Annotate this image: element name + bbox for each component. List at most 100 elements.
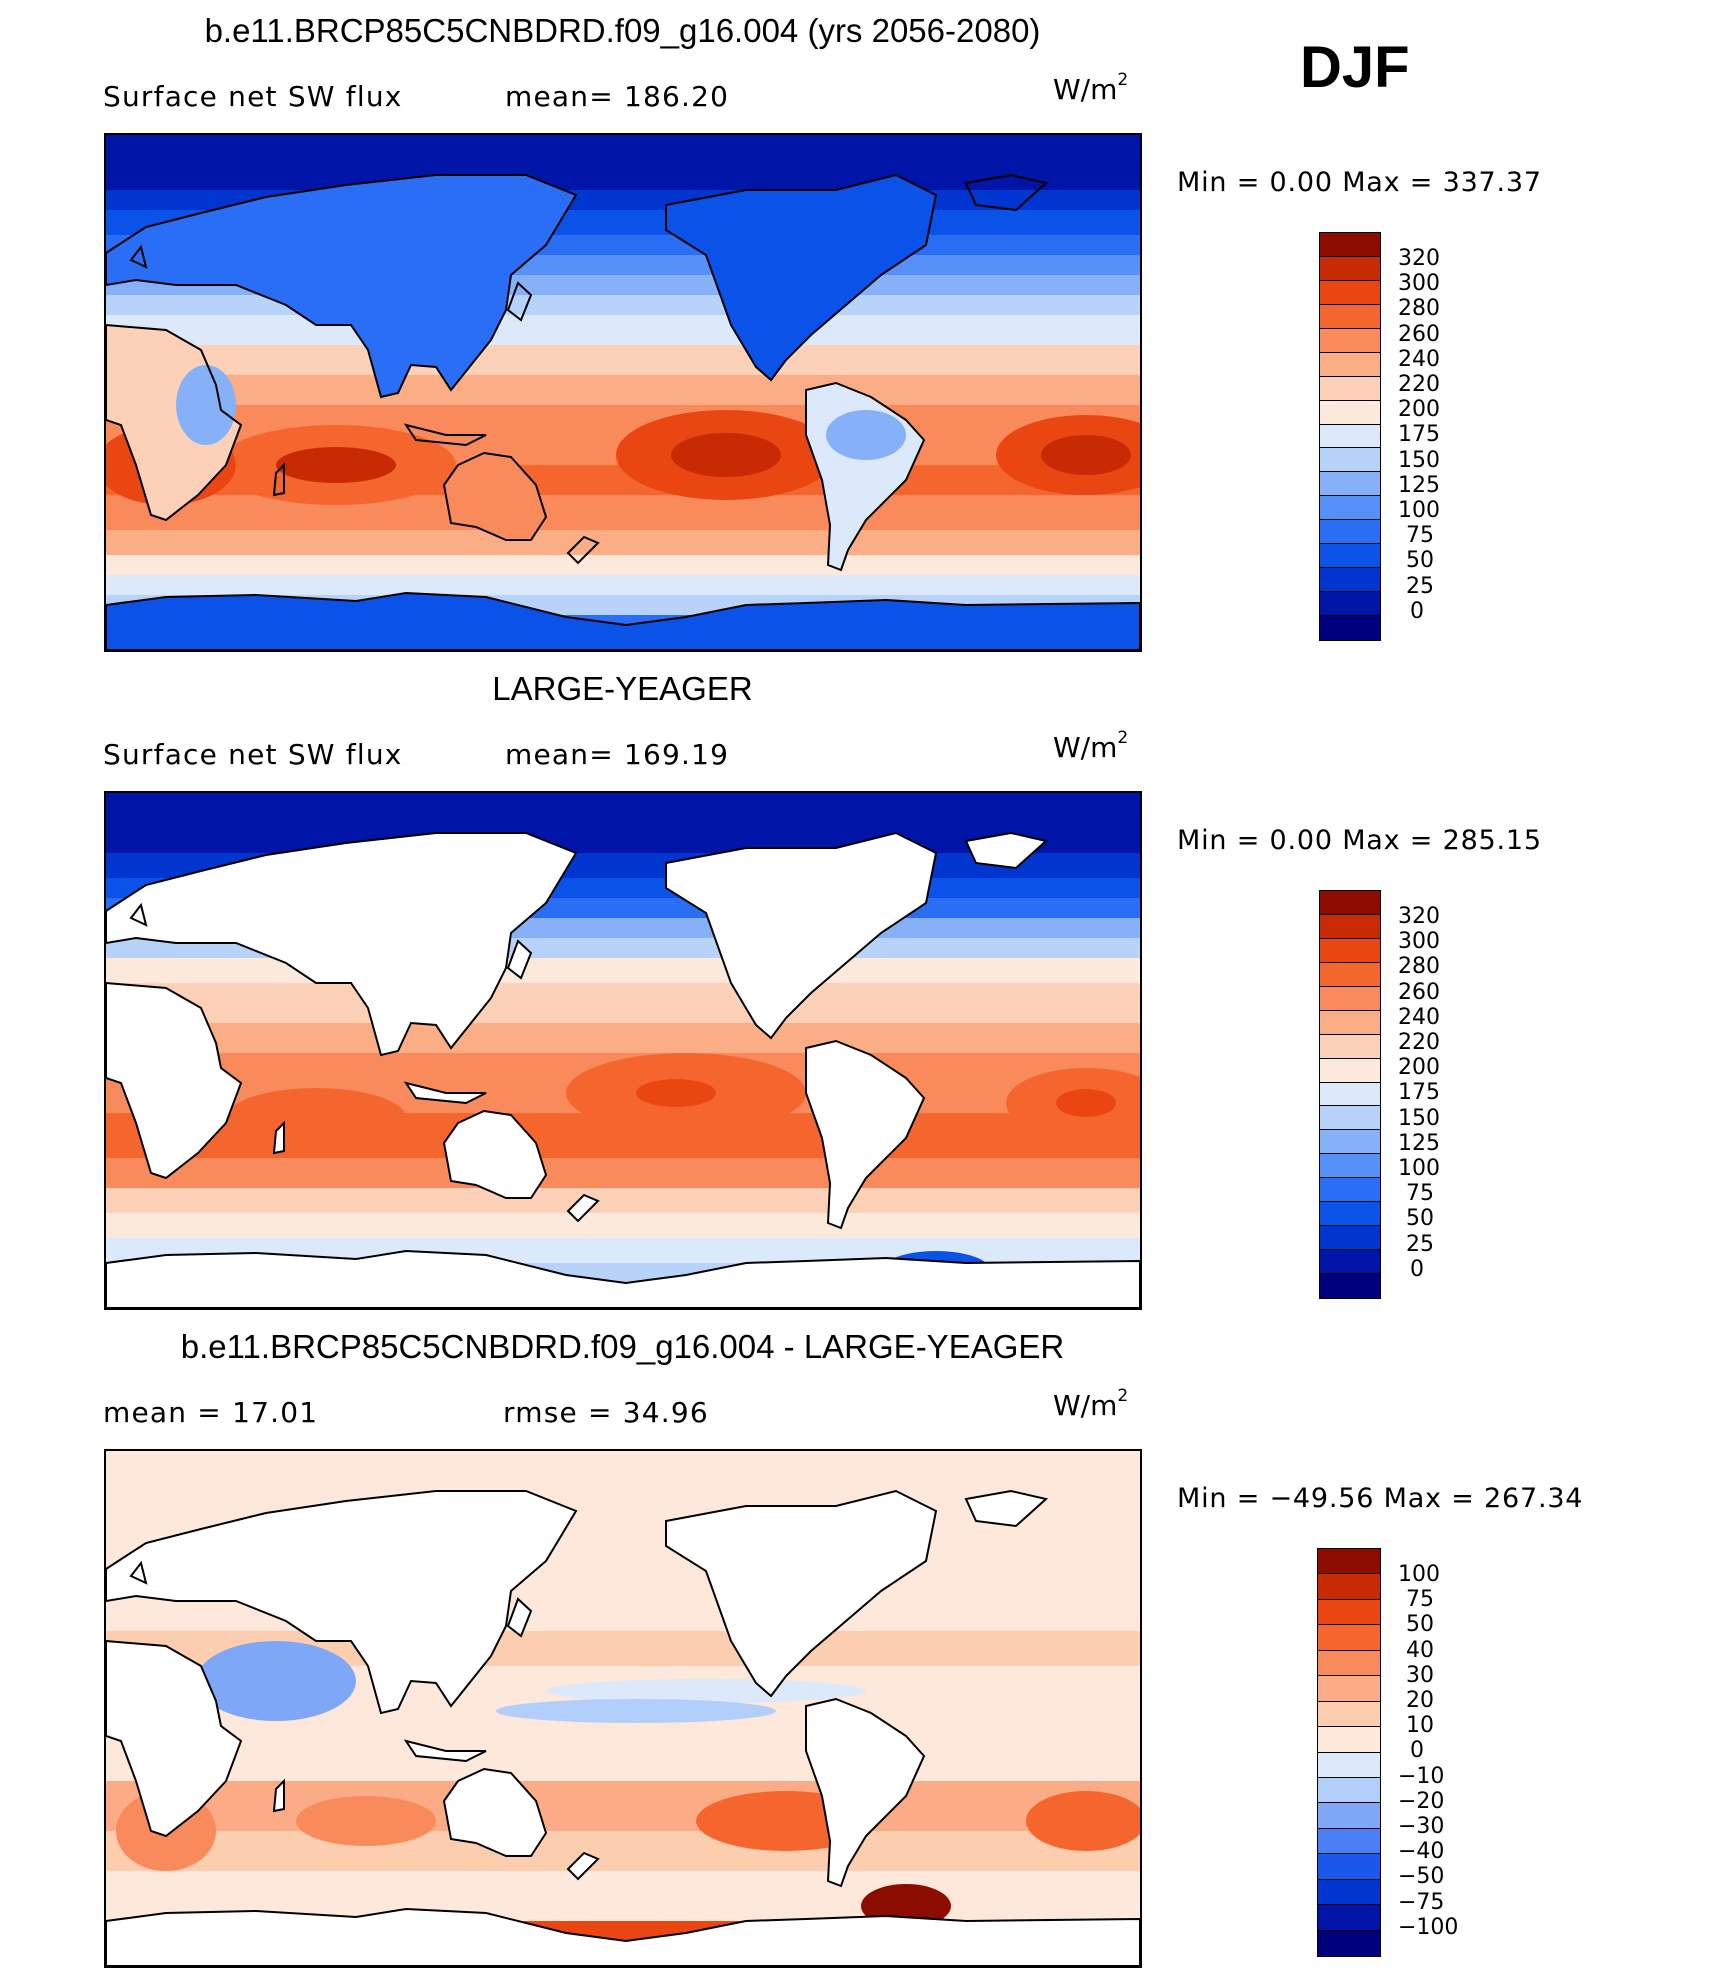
colorbar-swatch	[1318, 1854, 1380, 1880]
colorbar-swatch	[1318, 1727, 1380, 1753]
colorbar-swatch	[1320, 1082, 1380, 1107]
colorbar-tick-label: 0	[1410, 1256, 1424, 1282]
colorbar-tick-label: 220	[1398, 1030, 1440, 1055]
panel1-min-max: Min = 0.00 Max = 337.37	[1177, 167, 1542, 198]
panel3-units: W/m2	[1053, 1386, 1129, 1422]
colorbar-swatch	[1320, 914, 1380, 939]
colorbar-tick-label: −40	[1398, 1839, 1445, 1865]
colorbar-swatch	[1320, 1274, 1380, 1298]
panel1-variable-label: Surface net SW flux	[103, 80, 403, 113]
colorbar-tick-label: 280	[1398, 296, 1440, 322]
colorbar-swatch	[1320, 376, 1380, 401]
colorbar-tick-label: 100	[1398, 498, 1440, 523]
colorbar-tick-label: 50	[1406, 1206, 1434, 1232]
panel2-title: LARGE-YEAGER	[492, 670, 753, 707]
colorbar-swatch	[1320, 986, 1380, 1011]
colorbar-swatch	[1320, 1178, 1380, 1203]
colorbar-tick-label: 30	[1406, 1662, 1434, 1688]
colorbar-tick-label: 150	[1398, 1105, 1440, 1131]
colorbar-swatch	[1320, 568, 1380, 593]
panel1-title: b.e11.BRCP85C5CNBDRD.f09_g16.004 (yrs 20…	[204, 12, 1041, 49]
colorbar-swatch	[1320, 352, 1380, 377]
panel3-map	[104, 1449, 1142, 1968]
panel3-min-max: Min = −49.56 Max = 267.34	[1177, 1483, 1584, 1514]
colorbar-tick-label: 75	[1406, 1181, 1434, 1207]
colorbar-swatch	[1320, 1010, 1380, 1035]
colorbar-tick-label: 200	[1398, 1055, 1440, 1081]
colorbar-swatch	[1320, 616, 1380, 640]
colorbar-swatch	[1320, 424, 1380, 449]
colorbar-swatch	[1320, 496, 1380, 521]
colorbar-swatch	[1318, 1650, 1380, 1677]
colorbar-swatch	[1320, 1130, 1380, 1155]
colorbar-tick-label: 175	[1398, 1080, 1440, 1106]
colorbar-swatch	[1320, 1226, 1380, 1251]
colorbar-swatch	[1318, 1676, 1380, 1702]
colorbar-tick-label: 260	[1398, 979, 1440, 1005]
colorbar-tick-label: 175	[1398, 422, 1440, 448]
colorbar-tick-label: 200	[1398, 397, 1440, 423]
colorbar-swatch	[1320, 1202, 1380, 1227]
colorbar-tick-label: 0	[1410, 598, 1424, 624]
colorbar-tick-label: 25	[1406, 573, 1434, 599]
colorbar-tick-label: 75	[1406, 523, 1434, 549]
colorbar-swatch	[1320, 472, 1380, 497]
colorbar-tick-label: −20	[1398, 1788, 1445, 1814]
panel3-rmse-label: rmse = 34.96	[503, 1396, 709, 1429]
colorbar-tick-label: −75	[1398, 1889, 1445, 1915]
colorbar-tick-label: 320	[1398, 904, 1440, 929]
panel1-map	[104, 133, 1142, 652]
colorbar-swatch	[1318, 1625, 1380, 1651]
colorbar-swatch	[1320, 280, 1380, 305]
colorbar-swatch	[1320, 520, 1380, 545]
panel1-units: W/m2	[1053, 70, 1129, 106]
colorbar-swatch	[1320, 544, 1380, 569]
colorbar-swatch	[1320, 1154, 1380, 1179]
panel3-colorbar	[1317, 1548, 1381, 1957]
colorbar-swatch	[1318, 1777, 1380, 1804]
colorbar-tick-label: 300	[1398, 929, 1440, 955]
colorbar-tick-label: 125	[1398, 1130, 1440, 1156]
colorbar-swatch	[1320, 1058, 1380, 1083]
colorbar-swatch	[1320, 400, 1380, 425]
colorbar-swatch	[1320, 938, 1380, 963]
colorbar-tick-label: 280	[1398, 954, 1440, 980]
colorbar-swatch	[1318, 1752, 1380, 1778]
colorbar-tick-label: 260	[1398, 321, 1440, 347]
colorbar-swatch	[1320, 1250, 1380, 1274]
colorbar-tick-label: 240	[1398, 346, 1440, 372]
colorbar-swatch	[1320, 962, 1380, 987]
colorbar-swatch	[1318, 1549, 1380, 1575]
colorbar-swatch	[1318, 1701, 1380, 1728]
colorbar-swatch	[1320, 256, 1380, 281]
panel2-min-max: Min = 0.00 Max = 285.15	[1177, 825, 1542, 856]
colorbar-tick-label: 320	[1398, 246, 1440, 271]
colorbar-swatch	[1320, 233, 1380, 257]
colorbar-swatch	[1318, 1803, 1380, 1829]
colorbar-swatch	[1318, 1879, 1380, 1906]
colorbar-tick-label: 0	[1410, 1738, 1424, 1764]
colorbar-tick-label: 75	[1406, 1587, 1434, 1613]
colorbar-swatch	[1320, 328, 1380, 353]
colorbar-tick-label: 150	[1398, 447, 1440, 473]
panel2-units: W/m2	[1053, 728, 1129, 764]
colorbar-tick-label: −50	[1398, 1864, 1445, 1890]
colorbar-swatch	[1320, 891, 1380, 915]
colorbar-tick-label: −100	[1398, 1914, 1459, 1940]
colorbar-swatch	[1320, 1034, 1380, 1059]
panel1-colorbar	[1319, 232, 1381, 641]
panel3-title: b.e11.BRCP85C5CNBDRD.f09_g16.004 - LARGE…	[180, 1328, 1065, 1365]
panel1-map-svg	[106, 135, 1140, 650]
panel2-map	[104, 791, 1142, 1310]
colorbar-tick-label: 25	[1406, 1231, 1434, 1257]
colorbar-swatch	[1320, 1106, 1380, 1131]
colorbar-tick-label: 100	[1398, 1156, 1440, 1181]
colorbar-tick-label: 100	[1398, 1562, 1440, 1587]
colorbar-tick-label: 220	[1398, 372, 1440, 397]
colorbar-tick-label: 40	[1406, 1637, 1434, 1663]
panel2-variable-label: Surface net SW flux	[103, 738, 403, 771]
season-label: DJF	[1300, 35, 1410, 100]
colorbar-swatch	[1320, 592, 1380, 616]
colorbar-tick-label: 20	[1406, 1688, 1434, 1713]
panel3-map-svg	[106, 1451, 1140, 1966]
